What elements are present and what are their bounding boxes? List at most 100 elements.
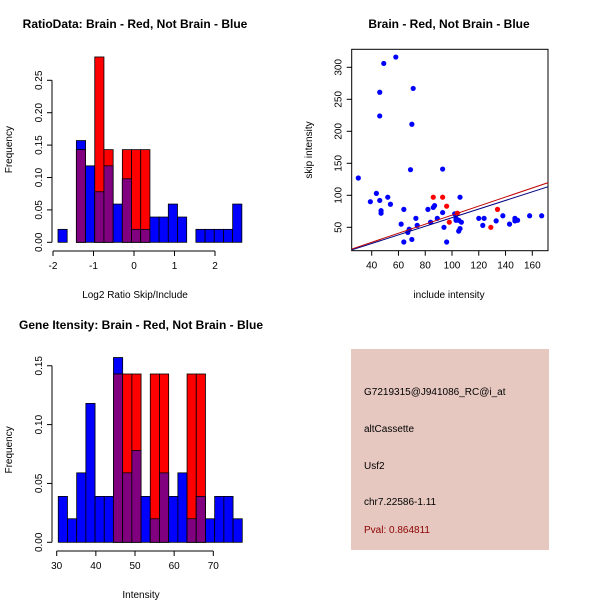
x-tick-label: 70 bbox=[208, 561, 220, 572]
point-not-brain bbox=[409, 121, 415, 127]
chart-title: Gene Itensity: Brain - Red, Not Brain - … bbox=[19, 318, 263, 332]
bar-overlap bbox=[140, 228, 151, 243]
point-not-brain bbox=[377, 197, 383, 204]
pval: Pval: 0.864811 bbox=[364, 525, 430, 536]
bar-overlap bbox=[94, 191, 105, 243]
bar-not-brain bbox=[213, 228, 224, 243]
bar-not-brain bbox=[112, 203, 123, 243]
bar-not-brain bbox=[223, 495, 234, 543]
bar-not-brain bbox=[232, 203, 243, 243]
bar-not-brain bbox=[167, 203, 178, 243]
bar-not-brain bbox=[67, 518, 78, 543]
point-not-brain bbox=[457, 225, 463, 232]
point-not-brain bbox=[381, 60, 387, 67]
x-tick-label: 0 bbox=[131, 261, 137, 272]
bar-overlap bbox=[75, 149, 86, 243]
x-tick-label: 30 bbox=[51, 561, 63, 572]
bar-not-brain bbox=[223, 228, 234, 243]
y-axis-label: Frequency bbox=[4, 426, 15, 473]
x-tick-label: 80 bbox=[420, 261, 432, 272]
gene-name: Usf2 bbox=[364, 461, 385, 472]
y-tick-label: 0.05 bbox=[34, 200, 45, 220]
point-brain bbox=[488, 224, 494, 230]
point-not-brain bbox=[539, 213, 545, 219]
point-not-brain bbox=[500, 213, 506, 219]
point-not-brain bbox=[409, 236, 415, 243]
point-not-brain bbox=[527, 213, 533, 219]
point-not-brain bbox=[506, 221, 513, 227]
bar-overlap bbox=[131, 450, 142, 543]
chart-title: RatioData: Brain - Red, Not Brain - Blue bbox=[23, 17, 248, 31]
point-not-brain bbox=[373, 190, 379, 196]
bar-not-brain bbox=[177, 216, 188, 243]
event-type: altCassette bbox=[364, 424, 415, 435]
x-tick-label: 50 bbox=[129, 561, 141, 572]
y-tick-label: 0.10 bbox=[34, 414, 45, 434]
gene-info-panel: G7219315@J941086_RC@i_at altCassette Usf… bbox=[351, 349, 549, 550]
bar-not-brain bbox=[103, 495, 114, 543]
bar-not-brain bbox=[57, 495, 68, 543]
probe-id: G7219315@J941086_RC@i_at bbox=[364, 387, 506, 398]
point-not-brain bbox=[377, 89, 383, 95]
bar-overlap bbox=[122, 472, 133, 543]
bar-not-brain bbox=[158, 216, 169, 243]
x-tick-label: 1 bbox=[172, 261, 178, 272]
point-not-brain bbox=[440, 209, 446, 216]
y-axis-label: skip intensity bbox=[304, 121, 315, 178]
point-not-brain bbox=[410, 85, 416, 92]
point-not-brain bbox=[401, 239, 407, 245]
y-tick-label: 0.05 bbox=[34, 473, 45, 493]
bar-not-brain bbox=[85, 165, 96, 243]
bar-brain bbox=[149, 373, 160, 543]
point-brain bbox=[446, 219, 452, 225]
point-not-brain bbox=[393, 54, 399, 60]
bar-overlap bbox=[131, 228, 142, 243]
x-tick-label: 120 bbox=[470, 261, 487, 272]
bar-brain bbox=[140, 149, 151, 243]
y-tick-label: 50 bbox=[334, 221, 345, 233]
genomic-location: chr7.22586-1.11 bbox=[364, 497, 437, 508]
bar-not-brain bbox=[204, 228, 215, 243]
y-tick-label: 0.15 bbox=[34, 356, 45, 376]
y-tick-label: 300 bbox=[334, 59, 345, 76]
bar-not-brain bbox=[177, 472, 188, 543]
y-tick-label: 0.25 bbox=[34, 70, 45, 90]
point-not-brain bbox=[367, 199, 373, 205]
x-tick-label: 60 bbox=[169, 561, 181, 572]
bar-overlap bbox=[195, 495, 206, 543]
bar-not-brain bbox=[168, 495, 179, 543]
point-not-brain bbox=[425, 206, 431, 212]
point-not-brain bbox=[480, 222, 486, 228]
y-tick-label: 0.00 bbox=[34, 532, 45, 552]
point-not-brain bbox=[413, 215, 419, 221]
x-tick-label: 60 bbox=[393, 261, 405, 272]
point-not-brain bbox=[476, 215, 482, 221]
bar-not-brain bbox=[76, 472, 87, 543]
bar-not-brain bbox=[94, 495, 105, 543]
point-not-brain bbox=[432, 202, 438, 209]
point-not-brain bbox=[444, 239, 450, 245]
fit-line-not-brain bbox=[351, 186, 549, 251]
bar-overlap bbox=[113, 373, 124, 543]
x-axis-label: Intensity bbox=[122, 590, 159, 600]
point-brain bbox=[430, 194, 436, 200]
y-tick-label: 0.20 bbox=[34, 103, 45, 123]
point-brain bbox=[440, 194, 446, 200]
point-brain bbox=[494, 206, 501, 212]
x-tick-label: 40 bbox=[366, 261, 378, 272]
y-tick-label: 0.15 bbox=[34, 135, 45, 155]
bar-overlap bbox=[103, 165, 114, 243]
x-tick-label: 160 bbox=[524, 261, 541, 272]
point-not-brain bbox=[458, 219, 464, 225]
y-tick-label: 0.00 bbox=[34, 232, 45, 252]
x-axis-label: include intensity bbox=[413, 290, 484, 301]
y-tick-label: 250 bbox=[334, 91, 345, 108]
x-tick-label: -2 bbox=[49, 261, 58, 272]
point-not-brain bbox=[514, 217, 521, 223]
bar-not-brain bbox=[232, 518, 243, 543]
bar-overlap bbox=[159, 472, 170, 543]
x-tick-label: 100 bbox=[444, 261, 461, 272]
point-not-brain bbox=[355, 175, 361, 181]
x-tick-label: -1 bbox=[89, 261, 98, 272]
bar-not-brain bbox=[205, 518, 216, 543]
